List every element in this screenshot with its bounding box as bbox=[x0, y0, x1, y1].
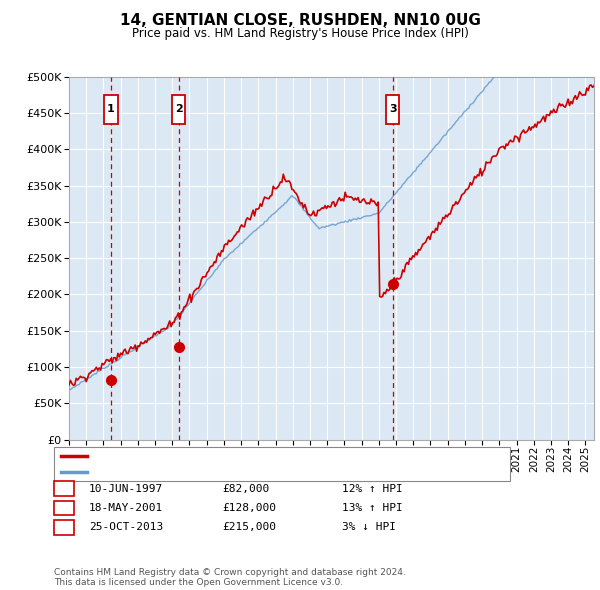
Text: 12% ↑ HPI: 12% ↑ HPI bbox=[342, 484, 403, 493]
Text: Price paid vs. HM Land Registry's House Price Index (HPI): Price paid vs. HM Land Registry's House … bbox=[131, 27, 469, 40]
FancyBboxPatch shape bbox=[386, 95, 400, 124]
FancyBboxPatch shape bbox=[104, 95, 118, 124]
Text: 25-OCT-2013: 25-OCT-2013 bbox=[89, 523, 163, 532]
Text: £215,000: £215,000 bbox=[222, 523, 276, 532]
FancyBboxPatch shape bbox=[172, 95, 185, 124]
Text: £82,000: £82,000 bbox=[222, 484, 269, 493]
Text: 14, GENTIAN CLOSE, RUSHDEN, NN10 0UG (detached house): 14, GENTIAN CLOSE, RUSHDEN, NN10 0UG (de… bbox=[91, 451, 425, 461]
Text: 18-MAY-2001: 18-MAY-2001 bbox=[89, 503, 163, 513]
Text: Contains HM Land Registry data © Crown copyright and database right 2024.
This d: Contains HM Land Registry data © Crown c… bbox=[54, 568, 406, 587]
Text: HPI: Average price, detached house, North Northamptonshire: HPI: Average price, detached house, Nort… bbox=[91, 467, 427, 477]
Text: 14, GENTIAN CLOSE, RUSHDEN, NN10 0UG: 14, GENTIAN CLOSE, RUSHDEN, NN10 0UG bbox=[119, 13, 481, 28]
Text: 3% ↓ HPI: 3% ↓ HPI bbox=[342, 523, 396, 532]
Text: 13% ↑ HPI: 13% ↑ HPI bbox=[342, 503, 403, 513]
Text: 2: 2 bbox=[60, 503, 68, 513]
Text: 3: 3 bbox=[60, 523, 68, 532]
Text: 1: 1 bbox=[60, 484, 68, 493]
Text: 2: 2 bbox=[175, 104, 182, 114]
Text: £128,000: £128,000 bbox=[222, 503, 276, 513]
Text: 1: 1 bbox=[107, 104, 115, 114]
Text: 3: 3 bbox=[389, 104, 397, 114]
Text: 10-JUN-1997: 10-JUN-1997 bbox=[89, 484, 163, 493]
